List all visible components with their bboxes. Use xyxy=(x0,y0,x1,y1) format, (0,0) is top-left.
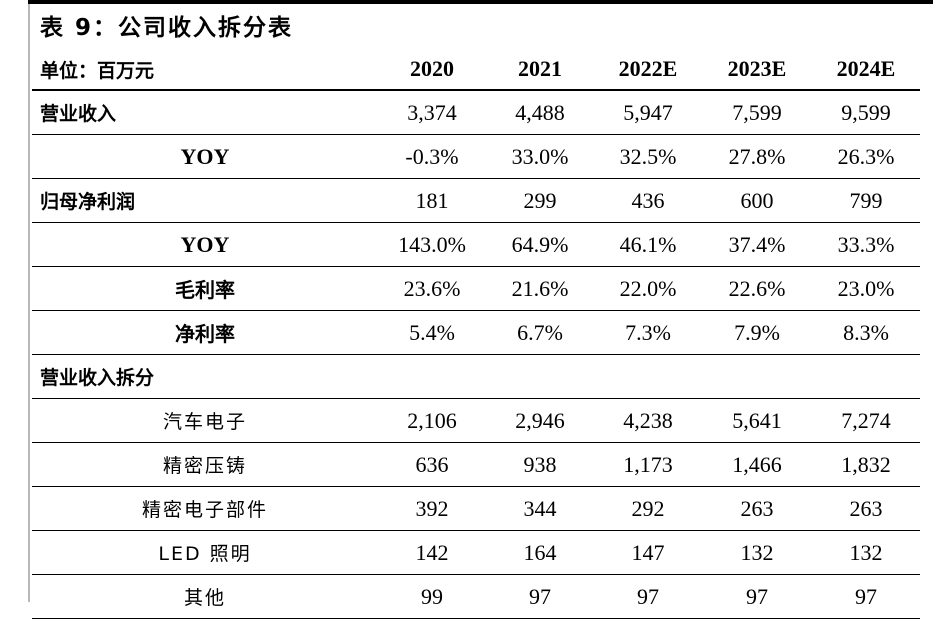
cell: 143.0% xyxy=(378,222,486,267)
cell: 147 xyxy=(594,530,702,575)
row-label: LED 照明 xyxy=(32,530,378,575)
cell: 6.7% xyxy=(486,310,594,355)
cell: 263 xyxy=(702,486,812,531)
cell: 7.9% xyxy=(702,310,812,355)
table-title: 表 9：公司收入拆分表 xyxy=(40,15,294,41)
table-row: 营业收入 3,374 4,488 5,947 7,599 9,599 xyxy=(32,90,920,135)
cell: 392 xyxy=(378,486,486,531)
cell xyxy=(594,354,702,399)
table-row: 精密电子部件 392 344 292 263 263 xyxy=(32,486,920,531)
cell: 2,106 xyxy=(378,398,486,443)
cell: 1,466 xyxy=(702,442,812,487)
cell: 5,641 xyxy=(702,398,812,443)
table-row: YOY 143.0% 64.9% 46.1% 37.4% 33.3% xyxy=(32,222,920,267)
cell: 938 xyxy=(486,442,594,487)
cell: 1,173 xyxy=(594,442,702,487)
cell: 181 xyxy=(378,178,486,223)
table-row: 其他 99 97 97 97 97 xyxy=(32,574,920,619)
cell: 97 xyxy=(812,574,920,619)
cell: 142 xyxy=(378,530,486,575)
table-row: 营业收入拆分 xyxy=(32,354,920,399)
cell xyxy=(702,354,812,399)
row-label: 汽车电子 xyxy=(32,398,378,443)
cell: 27.8% xyxy=(702,134,812,179)
cell: 4,238 xyxy=(594,398,702,443)
year-header: 2024E xyxy=(812,49,920,91)
cell: 64.9% xyxy=(486,222,594,267)
revenue-breakdown-table: 单位：百万元 2020 2021 2022E 2023E 2024E 营业收入 … xyxy=(32,49,920,619)
cell: 2,946 xyxy=(486,398,594,443)
row-label: 其他 xyxy=(32,574,378,619)
table-row: 净利率 5.4% 6.7% 7.3% 7.9% 8.3% xyxy=(32,310,920,355)
cell: 132 xyxy=(812,530,920,575)
cell: 99 xyxy=(378,574,486,619)
cell xyxy=(378,354,486,399)
row-label: 精密压铸 xyxy=(32,442,378,487)
unit-label: 单位：百万元 xyxy=(32,49,378,91)
cell: 3,374 xyxy=(378,90,486,135)
cell: 7,599 xyxy=(702,90,812,135)
cell: 164 xyxy=(486,530,594,575)
table-row: LED 照明 142 164 147 132 132 xyxy=(32,530,920,575)
cell: 97 xyxy=(594,574,702,619)
cell: 97 xyxy=(702,574,812,619)
table-row: YOY -0.3% 33.0% 32.5% 27.8% 26.3% xyxy=(32,134,920,179)
row-label: YOY xyxy=(32,134,378,179)
cell: 22.0% xyxy=(594,266,702,311)
cell xyxy=(486,354,594,399)
cell: 21.6% xyxy=(486,266,594,311)
year-header: 2020 xyxy=(378,49,486,91)
cell: 8.3% xyxy=(812,310,920,355)
cell: 636 xyxy=(378,442,486,487)
cell: 4,488 xyxy=(486,90,594,135)
cell: 33.3% xyxy=(812,222,920,267)
cell: 1,832 xyxy=(812,442,920,487)
row-label: 毛利率 xyxy=(32,266,378,311)
table-row: 毛利率 23.6% 21.6% 22.0% 22.6% 23.0% xyxy=(32,266,920,311)
row-label: YOY xyxy=(32,222,378,267)
cell: 5,947 xyxy=(594,90,702,135)
cell: 33.0% xyxy=(486,134,594,179)
header-row: 单位：百万元 2020 2021 2022E 2023E 2024E xyxy=(32,49,920,91)
table-row: 汽车电子 2,106 2,946 4,238 5,641 7,274 xyxy=(32,398,920,443)
cell: 600 xyxy=(702,178,812,223)
table-row: 精密压铸 636 938 1,173 1,466 1,832 xyxy=(32,442,920,487)
year-header: 2021 xyxy=(486,49,594,91)
row-label: 净利率 xyxy=(32,310,378,355)
cell: 26.3% xyxy=(812,134,920,179)
cell: 23.6% xyxy=(378,266,486,311)
cell: 799 xyxy=(812,178,920,223)
cell: 5.4% xyxy=(378,310,486,355)
cell: 344 xyxy=(486,486,594,531)
row-label: 精密电子部件 xyxy=(32,486,378,531)
cell: -0.3% xyxy=(378,134,486,179)
cell: 32.5% xyxy=(594,134,702,179)
cell: 97 xyxy=(486,574,594,619)
cell: 22.6% xyxy=(702,266,812,311)
row-label: 归母净利润 xyxy=(32,178,378,223)
top-rule xyxy=(28,0,933,4)
cell: 436 xyxy=(594,178,702,223)
cell xyxy=(812,354,920,399)
cell: 292 xyxy=(594,486,702,531)
cell: 263 xyxy=(812,486,920,531)
year-header: 2022E xyxy=(594,49,702,91)
row-label: 营业收入 xyxy=(32,90,378,135)
cell: 37.4% xyxy=(702,222,812,267)
cell: 132 xyxy=(702,530,812,575)
table-row: 归母净利润 181 299 436 600 799 xyxy=(32,178,920,223)
cell: 299 xyxy=(486,178,594,223)
year-header: 2023E xyxy=(702,49,812,91)
row-label: 营业收入拆分 xyxy=(32,354,378,399)
cell: 9,599 xyxy=(812,90,920,135)
cell: 46.1% xyxy=(594,222,702,267)
left-border xyxy=(28,0,30,602)
cell: 7.3% xyxy=(594,310,702,355)
cell: 7,274 xyxy=(812,398,920,443)
cell: 23.0% xyxy=(812,266,920,311)
